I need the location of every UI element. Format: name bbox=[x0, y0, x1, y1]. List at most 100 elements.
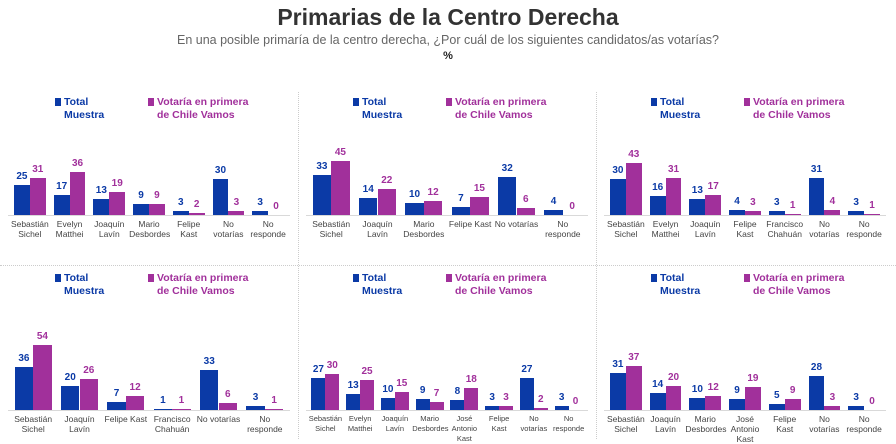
bar bbox=[864, 213, 881, 215]
x-tick-label: No responde bbox=[250, 219, 286, 239]
legend-swatch bbox=[353, 274, 359, 282]
legend-item: Votaría en primera de Chile Vamos bbox=[148, 272, 257, 298]
bar bbox=[360, 380, 375, 410]
value-label: 3 bbox=[233, 197, 240, 209]
x-tick-label: Sebastián Sichel bbox=[10, 219, 49, 239]
value-label: 9 bbox=[734, 385, 740, 397]
value-label: 32 bbox=[501, 162, 513, 174]
bar bbox=[497, 176, 517, 215]
value-label: 25 bbox=[361, 366, 373, 377]
legend-swatch bbox=[744, 98, 750, 106]
value-label: 30 bbox=[214, 165, 227, 176]
x-tick-label: No votarías bbox=[809, 219, 840, 239]
legend-item: Total Muestra bbox=[55, 96, 109, 122]
bar bbox=[218, 402, 238, 410]
x-tick-label: No responde bbox=[846, 414, 882, 434]
bar bbox=[609, 179, 626, 215]
legend-swatch bbox=[446, 274, 452, 282]
value-label: 25 bbox=[16, 171, 28, 182]
legend-swatch bbox=[353, 98, 359, 106]
bar bbox=[33, 345, 52, 410]
bar bbox=[745, 387, 761, 410]
bar bbox=[69, 171, 86, 215]
bar bbox=[516, 207, 536, 215]
bar bbox=[689, 398, 706, 410]
x-tick-label: Joaquín Lavín bbox=[362, 219, 393, 239]
value-label: 6 bbox=[224, 388, 231, 400]
baseline bbox=[604, 410, 886, 411]
bar bbox=[358, 198, 378, 215]
value-label: 3 bbox=[829, 392, 836, 404]
x-tick-label: Sebastián Sichel bbox=[14, 414, 53, 434]
separator bbox=[0, 265, 896, 266]
legend-swatch bbox=[148, 274, 154, 282]
bar bbox=[377, 188, 397, 215]
x-tick-label: Felipe Kast bbox=[733, 219, 757, 239]
value-label: 0 bbox=[572, 396, 579, 407]
value-label: 22 bbox=[381, 174, 393, 186]
x-tick-label: Sebastián Sichel bbox=[312, 219, 351, 239]
value-label: 4 bbox=[829, 196, 836, 208]
legend-item: Total Muestra bbox=[651, 272, 705, 298]
bar bbox=[625, 163, 642, 215]
value-label: 7 bbox=[113, 387, 120, 399]
legend-item: Votaría en primera de Chile Vamos bbox=[148, 96, 257, 122]
x-tick-label: Francisco Chahuán bbox=[153, 414, 191, 434]
bar bbox=[808, 177, 825, 215]
value-label: 0 bbox=[869, 396, 875, 407]
bar bbox=[450, 400, 465, 410]
bar bbox=[649, 195, 666, 215]
bar bbox=[331, 161, 350, 215]
value-label: 3 bbox=[773, 197, 780, 209]
bar bbox=[325, 374, 340, 410]
x-tick-label: Mario Desbordes bbox=[685, 414, 727, 434]
value-label: 1 bbox=[271, 394, 277, 406]
bar bbox=[153, 408, 173, 410]
bar bbox=[312, 175, 332, 215]
bar bbox=[199, 370, 219, 410]
value-label: 1 bbox=[789, 199, 796, 211]
value-label: 1 bbox=[869, 199, 875, 211]
legend-item: Votaría en primera de Chile Vamos bbox=[744, 272, 853, 298]
bar bbox=[533, 407, 548, 410]
x-tick-label: No votarías bbox=[196, 414, 241, 424]
value-label: 43 bbox=[628, 149, 640, 161]
legend-item: Votaría en primera de Chile Vamos bbox=[446, 96, 555, 122]
legend-swatch bbox=[744, 274, 750, 282]
legend-label: Total Muestra bbox=[660, 272, 701, 297]
bar bbox=[485, 406, 500, 410]
x-tick-label: Felipe Kast bbox=[448, 219, 492, 229]
value-label: 12 bbox=[129, 381, 141, 393]
bar bbox=[768, 211, 785, 215]
bar bbox=[212, 179, 229, 215]
x-tick-label: Felipe Kast bbox=[177, 219, 201, 239]
x-tick-label: Joaquín Lavín bbox=[94, 219, 125, 239]
x-tick-label: Joaquín Lavín bbox=[690, 219, 721, 239]
value-label: 14 bbox=[652, 379, 664, 391]
bar bbox=[60, 386, 80, 410]
bar bbox=[784, 213, 801, 215]
value-label: 3 bbox=[252, 392, 259, 404]
bar bbox=[544, 210, 563, 215]
value-label: 8 bbox=[454, 386, 461, 398]
bar bbox=[252, 211, 269, 215]
legend-swatch bbox=[651, 98, 657, 106]
baseline bbox=[306, 215, 588, 216]
bar bbox=[729, 399, 745, 410]
value-label: 13 bbox=[691, 185, 703, 197]
bar bbox=[14, 366, 34, 410]
value-label: 36 bbox=[18, 352, 30, 364]
value-label: 18 bbox=[465, 374, 477, 386]
legend-label: Votaría en primera de Chile Vamos bbox=[455, 96, 547, 121]
value-label: 14 bbox=[362, 184, 374, 196]
value-label: 3 bbox=[489, 392, 495, 404]
x-tick-label: Sebastián Sichel bbox=[606, 414, 645, 434]
value-label: 4 bbox=[550, 196, 557, 208]
legend-swatch bbox=[55, 274, 61, 282]
value-label: 5 bbox=[773, 390, 780, 401]
bar bbox=[705, 194, 722, 215]
bar bbox=[745, 211, 761, 215]
value-label: 9 bbox=[419, 385, 426, 397]
x-tick-label: No votarías bbox=[213, 219, 244, 239]
